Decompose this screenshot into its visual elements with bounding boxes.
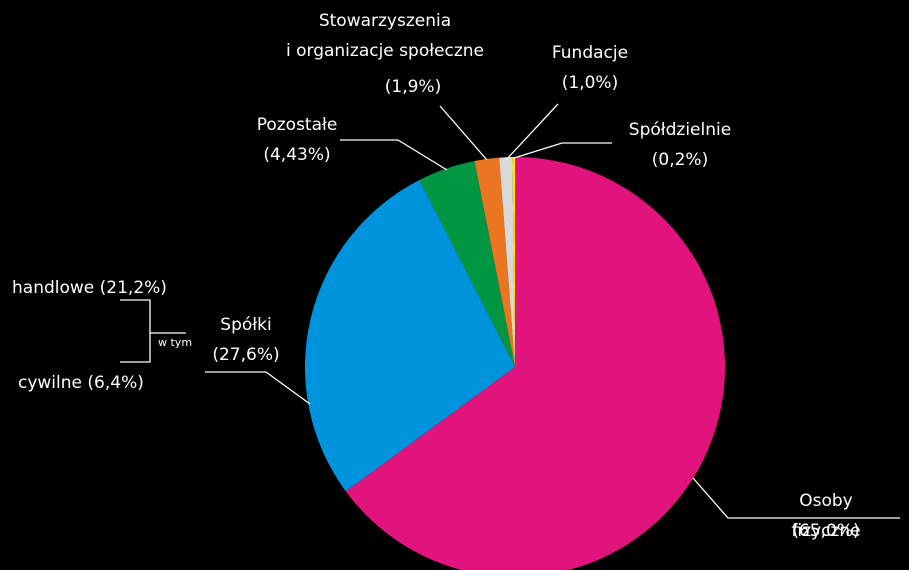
breakdown-value: (6,4%) bbox=[87, 373, 144, 393]
breakdown-label: w tym bbox=[158, 336, 193, 349]
slice-label: Pozostałe bbox=[256, 115, 338, 135]
breakdown-name: handlowe bbox=[12, 278, 95, 298]
slice-value: (65,0%) bbox=[792, 521, 860, 541]
slice-value: (27,6%) bbox=[212, 345, 280, 365]
slice-label: Osoby fizyczne bbox=[791, 491, 861, 541]
slice-label: Spółdzielnie bbox=[628, 120, 732, 140]
slice-value: (1,0%) bbox=[561, 73, 619, 93]
leader-line bbox=[340, 139, 448, 171]
pie-slice bbox=[474, 157, 515, 367]
leader-line bbox=[205, 371, 311, 405]
bracket bbox=[120, 299, 186, 363]
pie-slice bbox=[419, 160, 515, 367]
breakdown-name: cywilne bbox=[18, 373, 82, 393]
slice-value: (4,43%) bbox=[263, 145, 331, 165]
pie-slice bbox=[512, 157, 515, 367]
pie-slice bbox=[345, 157, 725, 570]
slice-value: (0,2%) bbox=[651, 150, 709, 170]
leader-line bbox=[692, 477, 900, 519]
slice-label: Fundacje bbox=[551, 43, 629, 63]
breakdown-item: cywilne (6,4%) bbox=[18, 371, 144, 395]
slice-value: (1,9%) bbox=[384, 77, 442, 97]
leader-line bbox=[439, 105, 488, 161]
slice-label: Stowarzyszenia i organizacje społeczne bbox=[285, 11, 485, 61]
pie-slice bbox=[499, 157, 515, 367]
bracket-line bbox=[120, 299, 151, 363]
leader-line bbox=[505, 103, 559, 161]
breakdown-item: handlowe (21,2%) bbox=[12, 276, 167, 300]
breakdown-value: (21,2%) bbox=[99, 278, 167, 298]
leader-line bbox=[513, 142, 612, 159]
pie-slice bbox=[304, 180, 515, 492]
slice-label: Spółki bbox=[220, 315, 272, 335]
